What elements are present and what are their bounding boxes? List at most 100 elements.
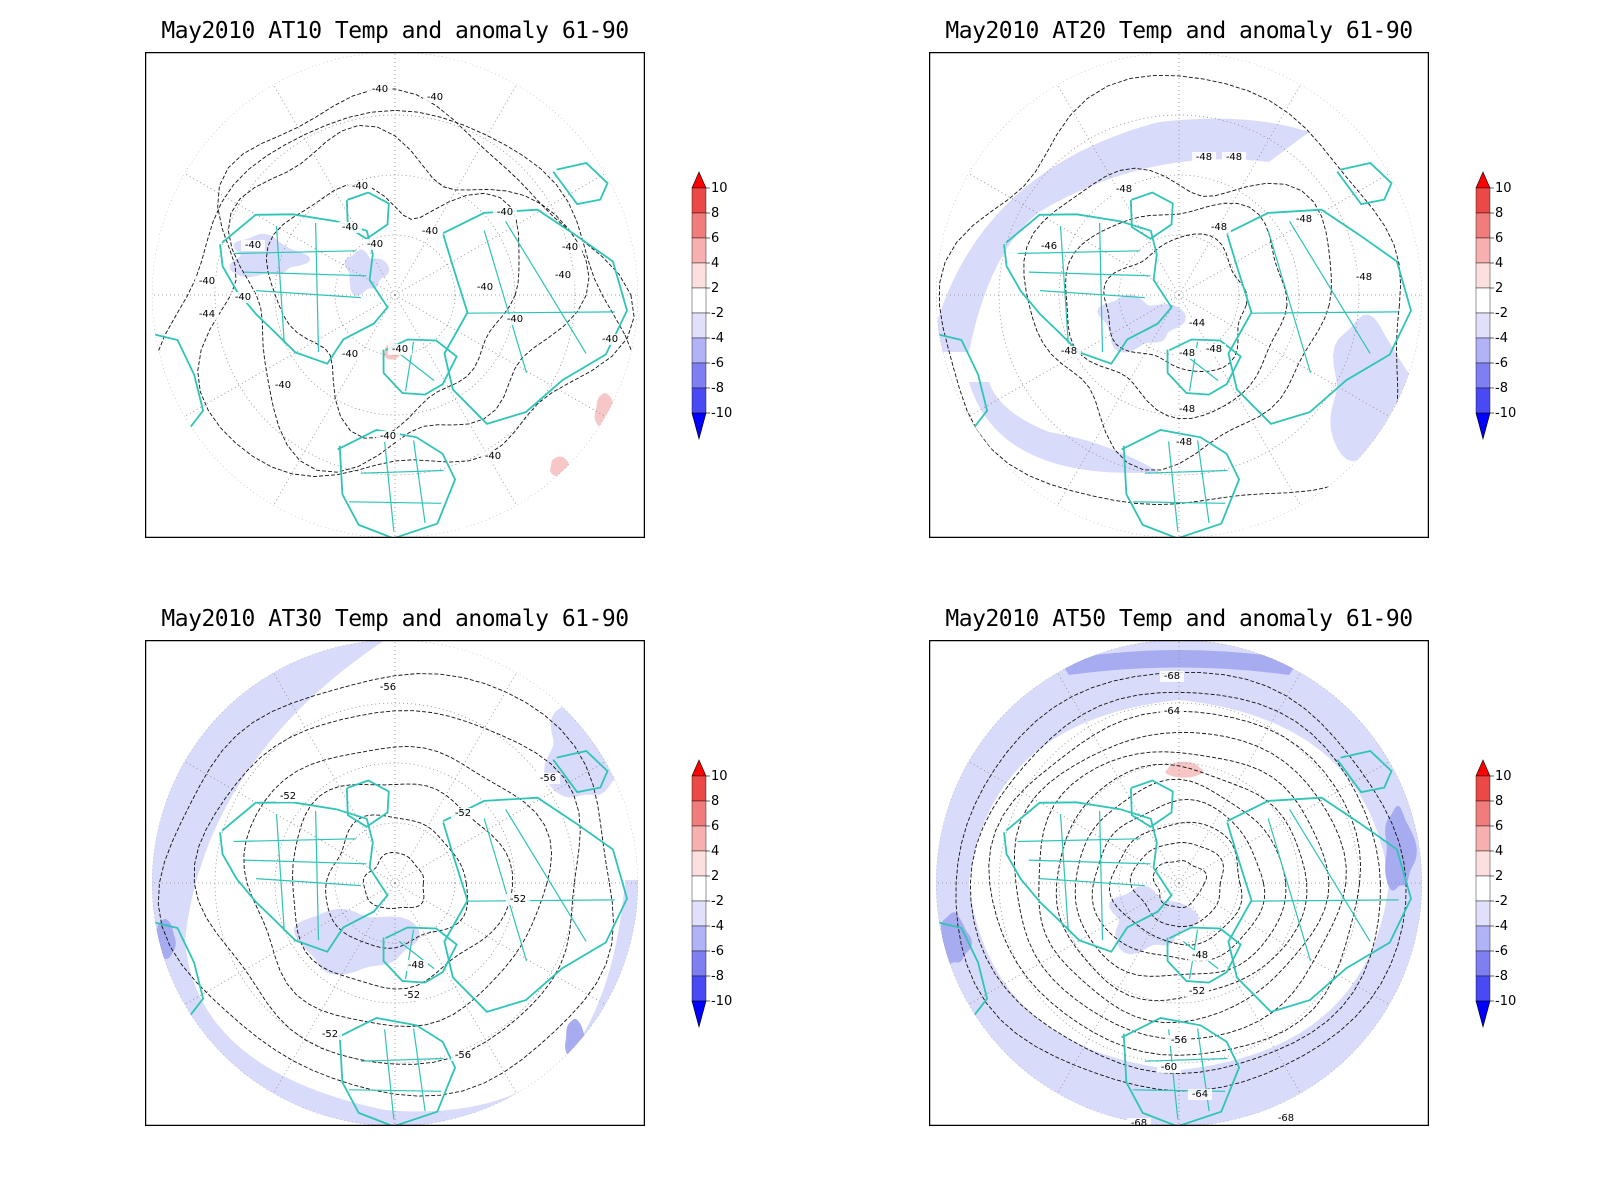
colorbar-segment — [1475, 975, 1491, 1002]
country-border — [233, 838, 356, 843]
country-border — [244, 859, 367, 865]
coastline — [1166, 338, 1242, 396]
coastline — [152, 919, 205, 1021]
colorbar-tick-label: -6 — [1495, 356, 1508, 371]
colorbar-tick-label: -4 — [1495, 331, 1508, 346]
meridian-line — [264, 657, 396, 884]
temperature-contour — [1074, 778, 1287, 977]
colorbar-segment — [1475, 850, 1491, 877]
colorbar-tick-label: 8 — [711, 206, 719, 221]
country-border — [360, 1057, 444, 1062]
colorbar-tick-label: 8 — [1495, 794, 1503, 809]
meridian-line — [1178, 657, 1310, 884]
colorbar-segment — [1475, 387, 1491, 414]
contour-label: -48 — [1206, 344, 1222, 355]
coastline — [1003, 801, 1173, 953]
country-border — [1132, 501, 1226, 504]
meridian-line — [394, 882, 526, 1109]
contour-label-bg — [1207, 222, 1231, 233]
country-border — [1017, 250, 1140, 255]
colorbar-tick-label: -4 — [1495, 919, 1508, 934]
colorbar-tick-label: 4 — [711, 844, 719, 859]
contour-label-bg — [338, 349, 362, 360]
contour-label: -40 — [235, 292, 251, 303]
meridian-line — [394, 657, 526, 884]
country-border — [466, 899, 615, 902]
country-border — [1197, 440, 1210, 524]
colorbar-segment — [1475, 337, 1491, 364]
polar-map: -68 -64 -48 -52 -56 -60 -64 -68 -68 — [929, 640, 1429, 1126]
contour-label-bg — [1057, 346, 1081, 357]
colorbar-tick-label: 8 — [711, 794, 719, 809]
temperature-contour — [955, 672, 1407, 1092]
contour-label-bg — [503, 314, 527, 325]
colorbar-tick-label: -8 — [1495, 381, 1508, 396]
contour-label-bg — [451, 1050, 475, 1061]
country-border — [315, 810, 320, 941]
temperature-contour — [1013, 731, 1347, 1040]
coastline — [1130, 191, 1174, 240]
coastline — [442, 796, 628, 1013]
meridian-line — [1178, 294, 1405, 426]
coastline — [219, 213, 389, 365]
colorbar-tick-label: -10 — [711, 994, 732, 1009]
colorbar-segment — [1475, 237, 1491, 264]
country-border — [404, 341, 415, 392]
colorbar-tick-label: -2 — [711, 306, 724, 321]
colorbar-segment — [691, 362, 707, 389]
contour-label-bg — [423, 92, 447, 103]
contour-label: -68 — [1278, 1113, 1294, 1124]
coastline — [337, 1017, 457, 1126]
map-panel-at30: May2010 AT30 Temp and anomaly 61-90 -56-… — [0, 588, 780, 1188]
coastline — [219, 801, 389, 953]
contour-label: -40 — [427, 92, 443, 103]
colorbar-tick-label: -8 — [711, 381, 724, 396]
contour-label: -56 — [540, 773, 556, 784]
contour-label: -52 — [1189, 986, 1205, 997]
meridian-line — [264, 882, 396, 1109]
colorbar-segment — [1475, 187, 1491, 214]
country-border — [233, 250, 356, 255]
contour-label: -48 — [1179, 348, 1195, 359]
contour-label: -48 — [1176, 437, 1192, 448]
temperature-contour — [193, 710, 581, 1065]
meridian-line — [394, 164, 621, 296]
temperature-contour — [1091, 798, 1266, 962]
meridian-line — [169, 164, 396, 296]
contour-label-bg — [271, 380, 295, 391]
meridian-line — [169, 294, 396, 426]
country-border — [255, 878, 361, 887]
meridian-line — [169, 882, 396, 1014]
coastline — [1226, 208, 1412, 425]
anomaly-shade — [1097, 294, 1187, 353]
map-frame — [929, 640, 1429, 1126]
colorbar-tick-label: -8 — [1495, 969, 1508, 984]
colorbar-segment — [1475, 287, 1491, 314]
colorbar-segment — [1475, 825, 1491, 852]
contour-label: -48 — [408, 960, 424, 971]
country-border — [1144, 1057, 1228, 1062]
contour-label: -68 — [1131, 1118, 1147, 1126]
colorbar-tick-label: 6 — [711, 819, 719, 834]
contour-label: -52 — [510, 894, 526, 905]
contour-label-bg — [1112, 184, 1136, 195]
contour-label-bg — [506, 894, 530, 905]
panel-title: May2010 AT10 Temp and anomaly 61-90 — [161, 18, 629, 44]
contour-label: -48 — [1116, 184, 1132, 195]
meridian-line — [394, 752, 621, 884]
contour-label: -56 — [455, 1050, 471, 1061]
coastline — [1003, 213, 1173, 365]
contour-label-bg — [1167, 1035, 1191, 1046]
contour-label: -48 — [1196, 152, 1212, 163]
country-border — [1168, 441, 1179, 532]
polar-map: -40-40-40-40-40-40-40-40-40-40-44-40-40-… — [145, 52, 645, 538]
coastline — [382, 338, 458, 396]
colorbar-tick-label: 2 — [1495, 281, 1503, 296]
temperature-contour — [1055, 763, 1308, 1002]
contour-label-bg — [551, 270, 575, 281]
country-border — [1144, 469, 1228, 474]
contour-label-bg — [1202, 344, 1226, 355]
anomaly-colorbar: 10 8 6 4 2 -2 -4 -6 -8 -10 — [691, 759, 732, 1029]
coastline — [152, 331, 205, 433]
contour-label: -40 — [245, 240, 261, 251]
